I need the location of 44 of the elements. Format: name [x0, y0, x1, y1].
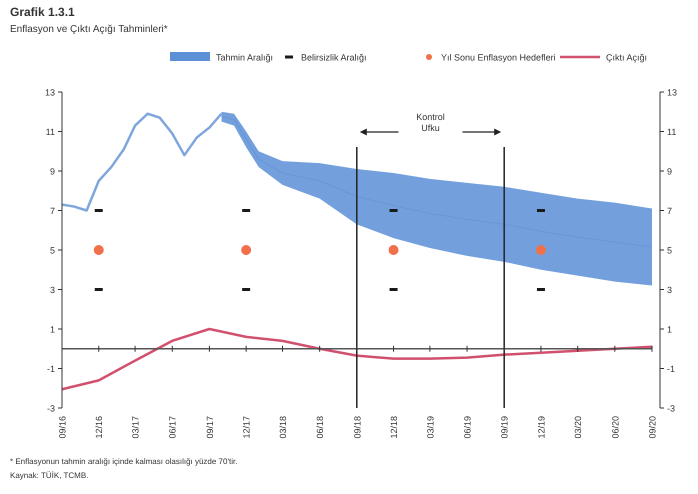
x-tick-label: 09/17 — [204, 416, 215, 439]
y2-tick-label: 7 — [667, 206, 672, 216]
x-tick-label: 09/18 — [352, 416, 362, 439]
y2-tick-label: 11 — [667, 127, 676, 137]
annotation: Kontrol Ufku — [416, 112, 445, 133]
y2-tick-label: 13 — [667, 88, 678, 98]
y-tick-label: 3 — [50, 285, 55, 295]
x-tick-label: 12/17 — [242, 416, 252, 439]
legend-label: Tahmin Aralığı — [216, 52, 274, 62]
x-tick-label: 12/19 — [536, 416, 546, 439]
x-tick-label: 12/18 — [389, 416, 400, 439]
x-tick-label: 06/19 — [462, 416, 473, 439]
y-tick-label: 11 — [46, 127, 55, 137]
y-tick-label: 5 — [50, 246, 55, 256]
y2-tick-label: 3 — [667, 285, 672, 295]
y2-tick-label: -1 — [667, 364, 676, 374]
legend-label: Belirsizlik Aralığı — [301, 52, 367, 62]
chart-subtitle: Enflasyon ve Çıktı Açığı Tahminleri* — [10, 24, 168, 35]
x-tick-label: 03/19 — [425, 416, 436, 439]
x-tick-label: 09/16 — [58, 416, 68, 439]
y-tick-label: 7 — [50, 206, 55, 216]
y2-tick-label: -3 — [667, 404, 676, 414]
y2-tick-label: 1 — [667, 324, 672, 334]
x-tick-label: 03/18 — [278, 416, 288, 439]
x-tick-label: 03/17 — [130, 416, 141, 439]
y2-tick-label: 9 — [667, 166, 672, 176]
y-tick-label: 13 — [44, 88, 55, 98]
x-tick-label: 06/17 — [168, 416, 178, 439]
text: Kaynak: TÜİK, TCMB. — [10, 471, 88, 480]
x-tick-label: 12/16 — [94, 416, 104, 439]
legend-label: Çıktı Açığı — [606, 52, 648, 62]
y-tick-label: 1 — [50, 324, 55, 334]
y2-tick-label: 5 — [667, 246, 672, 256]
x-tick-label: 06/18 — [315, 416, 326, 439]
text: * Enflasyonun tahmin aralığı içinde kalması olasılığı yüzde 70'tir. — [10, 457, 238, 466]
chart-title: Grafik 1.3.1 — [10, 5, 76, 19]
y-tick-label: -1 — [46, 364, 55, 374]
y-tick-label: -3 — [46, 404, 55, 414]
y-tick-label: 9 — [50, 166, 55, 176]
x-tick-label: 06/20 — [610, 416, 620, 439]
legend-label: Yıl Sonu Enflasyon Hedefleri — [441, 52, 556, 62]
x-tick-label: 09/19 — [500, 416, 510, 439]
x-tick-label: 03/20 — [573, 416, 584, 439]
x-tick-label: 09/20 — [648, 416, 658, 439]
